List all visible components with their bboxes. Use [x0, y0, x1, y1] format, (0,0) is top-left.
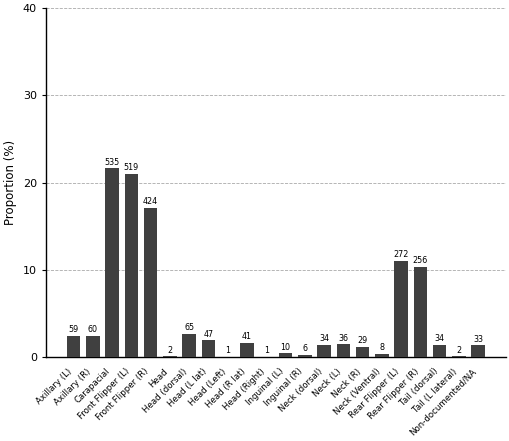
- Bar: [451, 356, 465, 357]
- Text: 34: 34: [319, 334, 328, 343]
- Text: 10: 10: [280, 343, 290, 352]
- Bar: [105, 168, 119, 357]
- Bar: [144, 208, 157, 357]
- Text: 41: 41: [241, 332, 251, 341]
- Text: 36: 36: [337, 333, 348, 343]
- Text: 535: 535: [104, 158, 120, 167]
- Text: 47: 47: [203, 330, 213, 339]
- Bar: [297, 355, 311, 357]
- Text: 29: 29: [357, 336, 367, 345]
- Text: 59: 59: [68, 325, 78, 334]
- Bar: [163, 356, 176, 357]
- Text: 6: 6: [302, 344, 306, 353]
- Bar: [124, 174, 138, 357]
- Bar: [278, 354, 292, 357]
- Text: 424: 424: [143, 197, 158, 206]
- Text: 519: 519: [124, 163, 138, 172]
- Bar: [182, 334, 195, 357]
- Text: 2: 2: [456, 346, 461, 355]
- Text: 1: 1: [225, 346, 230, 355]
- Bar: [67, 336, 80, 357]
- Bar: [432, 345, 445, 357]
- Bar: [470, 345, 484, 357]
- Text: 8: 8: [379, 344, 384, 352]
- Bar: [86, 336, 99, 357]
- Bar: [317, 345, 330, 357]
- Bar: [355, 347, 369, 357]
- Bar: [374, 354, 388, 357]
- Text: 60: 60: [88, 325, 98, 334]
- Text: 65: 65: [184, 323, 194, 333]
- Bar: [393, 261, 407, 357]
- Bar: [201, 340, 215, 357]
- Text: 272: 272: [392, 250, 408, 259]
- Text: 34: 34: [434, 334, 444, 343]
- Bar: [336, 344, 349, 357]
- Bar: [413, 267, 426, 357]
- Bar: [240, 343, 253, 357]
- Text: 1: 1: [263, 346, 268, 355]
- Y-axis label: Proportion (%): Proportion (%): [4, 140, 17, 225]
- Text: 2: 2: [167, 346, 172, 355]
- Text: 256: 256: [412, 256, 427, 265]
- Text: 33: 33: [472, 335, 482, 344]
